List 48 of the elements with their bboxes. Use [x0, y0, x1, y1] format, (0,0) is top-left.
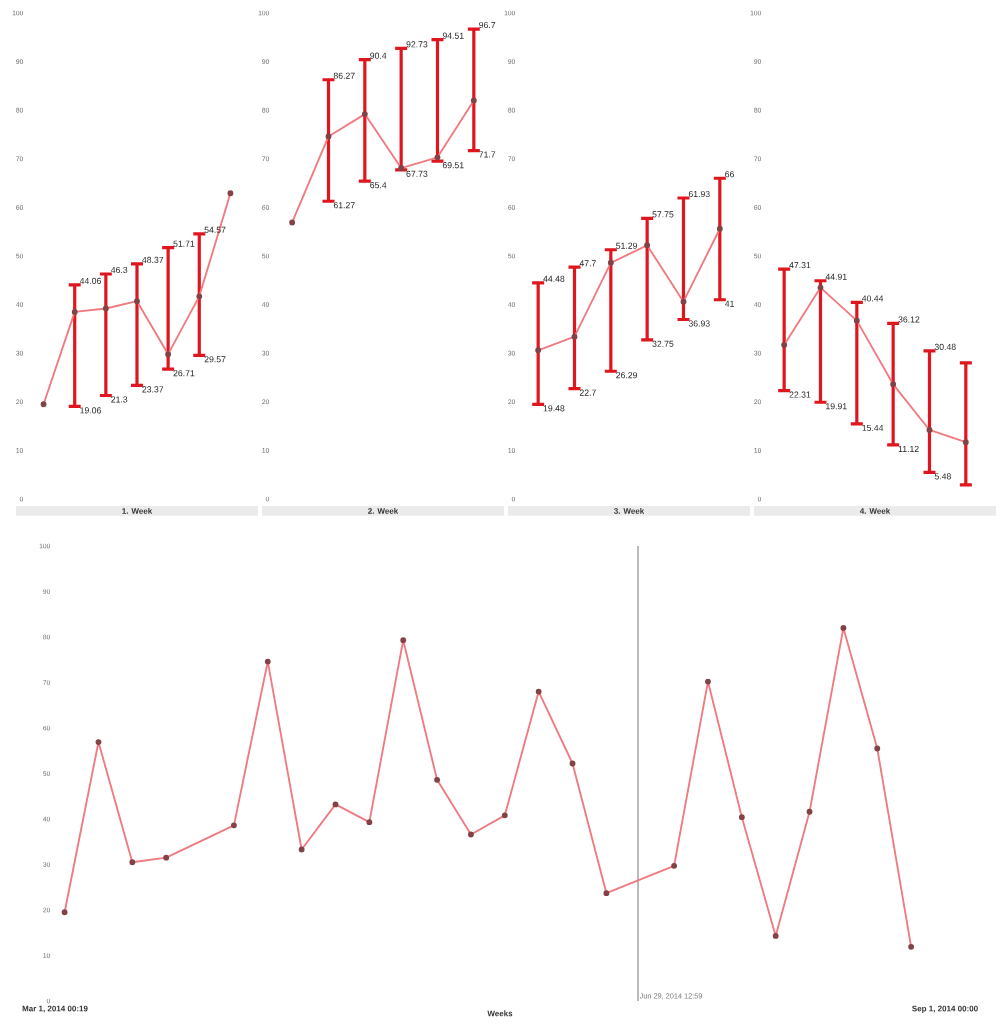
- annotation: 94.51: [442, 32, 464, 39]
- annotation: 30.48: [934, 343, 956, 350]
- annotation: 19.48: [543, 405, 565, 412]
- x-axis-title: 4. Week: [859, 507, 891, 514]
- annotation: 44.06: [79, 277, 101, 284]
- annotation: 26.29: [616, 372, 638, 379]
- annotation: 21.3: [111, 396, 128, 403]
- annotation: 57.75: [652, 211, 674, 218]
- annotation: 29.57: [204, 356, 226, 363]
- annotation: 67.73: [406, 170, 428, 177]
- annotation: 44.91: [825, 273, 847, 280]
- annotation: 26.71: [173, 370, 195, 377]
- annotation: 90.4: [370, 52, 387, 59]
- annotation: 5.48: [934, 473, 951, 480]
- annotation: 40.44: [861, 295, 884, 302]
- annotation: 51.71: [173, 240, 195, 247]
- x-tick-label: Sep 1, 2014 00:00: [912, 1005, 978, 1013]
- annotation: 23.37: [142, 386, 164, 393]
- annotation: 66: [725, 171, 735, 178]
- annotation: 86.27: [333, 72, 355, 79]
- x-axis-title: Weeks: [487, 1010, 513, 1017]
- annotation: 19.91: [826, 403, 847, 410]
- annotation: 71.7: [479, 151, 496, 158]
- annotation: 11.12: [898, 445, 919, 452]
- annotation: 22.31: [789, 391, 811, 398]
- x-axis-title: 1. Week: [122, 507, 153, 514]
- annotation: 47.31: [789, 262, 811, 269]
- annotation: 22.7: [579, 389, 596, 396]
- annotation: 41: [724, 300, 734, 307]
- annotation: 65.4: [370, 182, 387, 189]
- annotation: 61.27: [333, 202, 355, 209]
- annotation: 51.29: [616, 242, 638, 249]
- x-tick-label: Mar 1, 2014 00:19: [22, 1005, 88, 1013]
- annotation: 32.75: [652, 340, 674, 347]
- annotation: 61.93: [688, 190, 710, 198]
- annotation: 19.06: [80, 407, 101, 414]
- annotation: 69.51: [442, 162, 464, 169]
- annotation: 36.93: [688, 320, 710, 327]
- annotation: 46.3: [111, 266, 128, 274]
- annotation: 48.37: [142, 256, 164, 263]
- x-axis-title: 2. Week: [368, 507, 399, 514]
- annotation: 15.44: [862, 424, 884, 431]
- annotation: 36.12: [898, 316, 920, 323]
- annotation: 92.73: [406, 41, 428, 48]
- annotation: 47.7: [579, 260, 596, 267]
- x-axis-title: 3. Week: [613, 507, 645, 514]
- annotation: 96.7: [479, 21, 496, 29]
- annotation: 44.48: [543, 275, 565, 282]
